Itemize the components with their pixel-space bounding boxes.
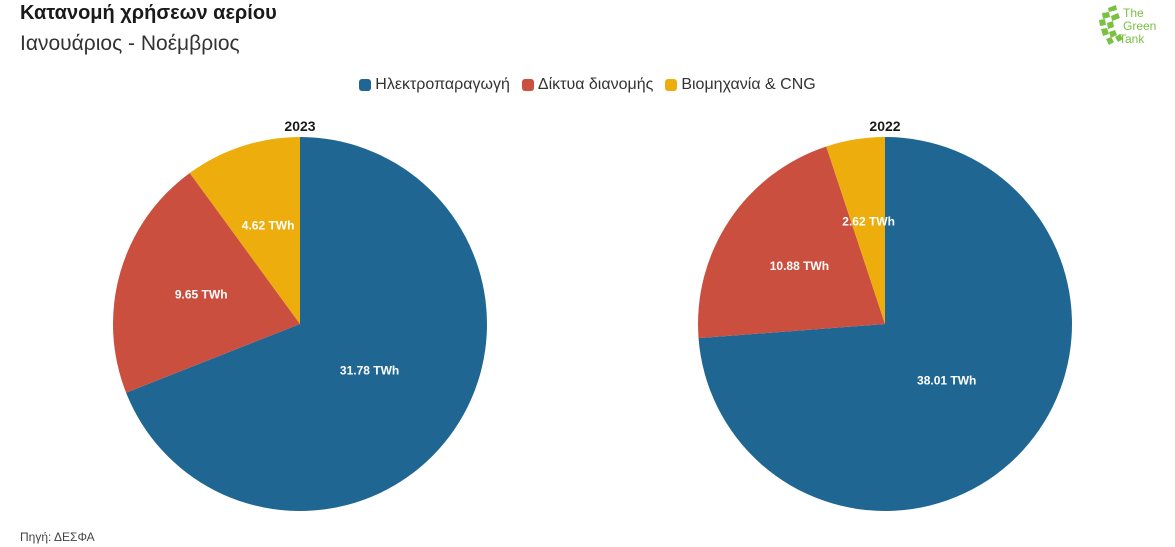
source-note: Πηγή: ΔΕΣΦΑ	[20, 530, 95, 544]
legend-swatch	[359, 79, 372, 91]
pie-chart-2022: 38.01 TWh 10.88 TWh 2.62 TWh 2022	[698, 118, 1073, 511]
data-label-industry: 2.62 TWh	[842, 215, 895, 229]
pie-slice-distribution[interactable]	[113, 172, 301, 393]
legend-label: Ηλεκτροπαραγωγή	[375, 76, 510, 93]
legend-swatch	[521, 79, 534, 91]
pie-slice-industry[interactable]	[826, 137, 885, 324]
legend-item-distribution[interactable]: Δίκτυα διανομής	[521, 76, 654, 94]
chart-legend: Ηλεκτροπαραγωγή Δίκτυα διανομής Βιομηχαν…	[0, 76, 1175, 94]
pie-slice-electricity[interactable]	[698, 137, 1073, 511]
logo-line-1: The	[1123, 6, 1144, 20]
data-label-electricity: 31.78 TWh	[340, 363, 399, 377]
pie-slice-distribution[interactable]	[698, 146, 885, 339]
legend-label: Βιομηχανία & CNG	[681, 76, 816, 93]
pie-chart-2023: 31.78 TWh 9.65 TWh 4.62 TWh 2023	[113, 118, 487, 512]
pie-title-2022: 2022	[869, 118, 900, 134]
legend-label: Δίκτυα διανομής	[537, 76, 654, 93]
data-label-distribution: 9.65 TWh	[175, 288, 228, 302]
legend-item-industry[interactable]: Βιομηχανία & CNG	[665, 76, 816, 94]
legend-swatch	[665, 79, 678, 91]
chart-title: Κατανομή χρήσεων αερίου	[20, 2, 277, 24]
logo-mark-icon	[1099, 5, 1123, 45]
logo-line-2: Green	[1123, 19, 1156, 33]
the-green-tank-logo: The Green Tank	[1099, 5, 1156, 46]
legend-item-electricity[interactable]: Ηλεκτροπαραγωγή	[359, 76, 510, 94]
pie-slice-industry[interactable]	[189, 137, 300, 324]
data-label-industry: 4.62 TWh	[242, 218, 295, 232]
pie-title-2023: 2023	[284, 118, 315, 134]
logo-line-3: Tank	[1119, 32, 1145, 46]
pie-slice-electricity[interactable]	[126, 137, 487, 512]
data-label-electricity: 38.01 TWh	[917, 373, 976, 387]
chart-subtitle: Ιανουάριος - Νοέμβριος	[20, 32, 240, 55]
data-label-distribution: 10.88 TWh	[770, 259, 829, 273]
